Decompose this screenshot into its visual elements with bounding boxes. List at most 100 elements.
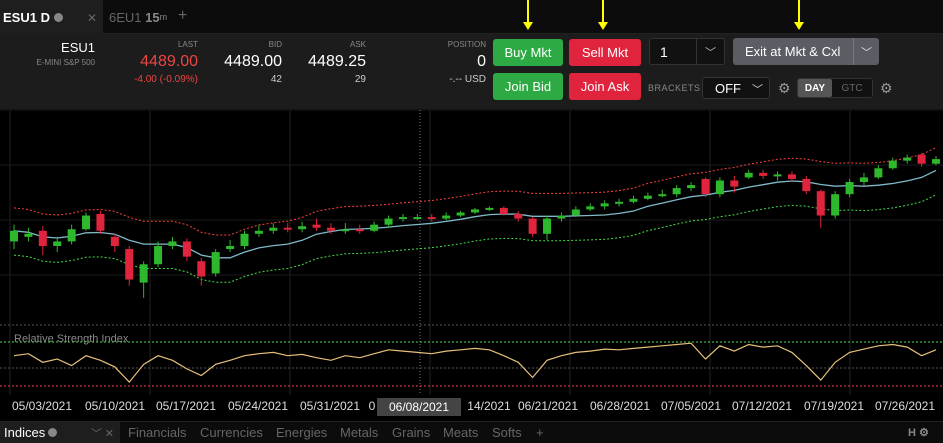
bottom-tab-bar: Indices ﹀ ✕ Financials Currencies Energi… bbox=[0, 421, 943, 443]
date-tick-label: 05/03/2021 bbox=[12, 399, 72, 413]
status-dot-icon bbox=[53, 12, 63, 22]
candle-body bbox=[53, 241, 62, 246]
exit-label: Exit at Mkt & Cxl bbox=[745, 44, 841, 59]
tab-grains[interactable]: Grains bbox=[392, 425, 431, 440]
tab-interval-unit: m bbox=[159, 12, 168, 22]
brackets-value: OFF bbox=[715, 80, 741, 96]
candle-body bbox=[903, 157, 912, 161]
candle-body bbox=[715, 180, 724, 195]
symbol-name: ESU1 bbox=[61, 40, 95, 55]
candle-body bbox=[326, 227, 335, 231]
candle-body bbox=[629, 198, 638, 202]
rsi-line bbox=[13, 342, 937, 384]
join-ask-button[interactable]: Join Ask bbox=[569, 73, 641, 100]
price-chart[interactable]: 05/03/2021 05/10/2021 05/17/2021 05/24/2021… bbox=[0, 110, 943, 420]
crosshair-date-label: 06/08/2021 bbox=[389, 400, 449, 414]
annotation-arrow-icon bbox=[598, 0, 608, 30]
candle-body bbox=[471, 209, 479, 213]
candle-body bbox=[226, 246, 235, 250]
position-value: 0 bbox=[477, 53, 486, 70]
annotation-arrow-icon bbox=[523, 0, 533, 30]
exit-at-mkt-button[interactable]: Exit at Mkt & Cxl ﹀ bbox=[733, 38, 879, 65]
candle-body bbox=[932, 159, 940, 164]
candle-body bbox=[283, 227, 292, 230]
add-tab-icon[interactable]: + bbox=[178, 7, 188, 24]
date-tick-label: 0 bbox=[369, 399, 376, 413]
join-bid-button[interactable]: Join Bid bbox=[493, 73, 563, 100]
candle-body bbox=[125, 249, 134, 280]
position-pnl: -.-- USD bbox=[449, 74, 486, 85]
candle-body bbox=[139, 264, 148, 283]
tab-6eu1[interactable]: 6EU1 15 m bbox=[103, 0, 173, 34]
buy-mkt-button[interactable]: Buy Mkt bbox=[493, 39, 563, 66]
date-tick-label: 07/19/2021 bbox=[804, 399, 864, 413]
sell-mkt-button[interactable]: Sell Mkt bbox=[569, 39, 641, 66]
candle-body bbox=[96, 214, 105, 231]
tab-esu1[interactable]: ESU1 D ✕ bbox=[0, 0, 103, 34]
rsi-label: Relative Strength Index bbox=[14, 333, 129, 345]
candle-body bbox=[82, 215, 91, 230]
candle-body bbox=[298, 226, 307, 230]
candle-body bbox=[831, 194, 840, 216]
symbol-info: ESU1 E-MINI S&P 500 bbox=[0, 40, 95, 67]
candle-body bbox=[557, 215, 566, 219]
ask-size: 29 bbox=[354, 74, 366, 85]
quantity-select[interactable]: 1 ﹀ bbox=[649, 38, 725, 65]
chevron-down-icon[interactable]: ﹀ bbox=[853, 38, 879, 65]
candle-body bbox=[730, 180, 739, 187]
candle-body bbox=[240, 233, 249, 246]
candle-body bbox=[701, 178, 710, 195]
tab-meats[interactable]: Meats bbox=[443, 425, 479, 440]
candle-body bbox=[586, 206, 595, 210]
chevron-down-icon[interactable]: ﹀ ✕ bbox=[90, 428, 114, 440]
time-in-force-toggle[interactable]: DAY GTC bbox=[797, 78, 873, 98]
candle-body bbox=[528, 218, 537, 234]
chevron-down-icon: ﹀ bbox=[752, 84, 763, 96]
tab-energies[interactable]: Energies bbox=[276, 425, 328, 440]
tif-day[interactable]: DAY bbox=[798, 79, 832, 97]
add-tab-icon[interactable]: + bbox=[536, 425, 544, 440]
date-tick-label: 07/26/2021 bbox=[875, 399, 935, 413]
help-icon[interactable]: H ⚙ bbox=[908, 427, 929, 439]
tab-indices[interactable]: Indices ﹀ ✕ bbox=[0, 422, 120, 443]
gear-icon[interactable]: ⚙ bbox=[778, 80, 791, 96]
date-tick-label: 07/12/2021 bbox=[732, 399, 792, 413]
candle-body bbox=[615, 201, 624, 204]
upper-band-line bbox=[13, 147, 937, 236]
candle-body bbox=[658, 194, 667, 197]
bid-quote: BID 4489.00 42 bbox=[210, 40, 282, 85]
candle-body bbox=[859, 177, 868, 182]
candle-body bbox=[744, 172, 753, 178]
annotation-arrow-icon bbox=[794, 0, 804, 30]
candle-body bbox=[413, 217, 422, 220]
candle-body bbox=[384, 218, 393, 225]
brackets-select[interactable]: OFF ﹀ bbox=[702, 77, 770, 99]
candle-body bbox=[499, 207, 508, 214]
last-quote: LAST 4489.00 -4.00 (-0.09%) bbox=[120, 40, 198, 85]
chevron-down-icon[interactable]: ﹀ bbox=[696, 39, 724, 64]
candle-body bbox=[182, 241, 191, 257]
lower-band-line bbox=[13, 194, 937, 283]
tab-currencies[interactable]: Currencies bbox=[200, 425, 263, 440]
tif-gtc[interactable]: GTC bbox=[841, 82, 863, 94]
ask-quote: ASK 4489.25 29 bbox=[292, 40, 366, 85]
status-dot-icon bbox=[48, 428, 58, 437]
tab-financials[interactable]: Financials bbox=[128, 425, 187, 440]
candle-body bbox=[687, 185, 696, 189]
quantity-value: 1 bbox=[660, 43, 668, 60]
candle-body bbox=[168, 241, 177, 246]
candle-body bbox=[874, 168, 883, 178]
ask-label: ASK bbox=[349, 40, 366, 49]
tab-label: ESU1 D bbox=[3, 9, 50, 25]
tab-softs[interactable]: Softs bbox=[492, 425, 522, 440]
candle-body bbox=[485, 207, 494, 210]
candle-body bbox=[845, 182, 854, 195]
gear-icon[interactable]: ⚙ bbox=[880, 80, 893, 96]
candle-body bbox=[154, 246, 163, 265]
close-icon[interactable]: ✕ bbox=[86, 11, 97, 25]
moving-average-line bbox=[13, 169, 937, 259]
bid-price: 4489.00 bbox=[224, 53, 282, 70]
brackets-label: BRACKETS bbox=[648, 83, 701, 93]
date-tick-label: 07/05/2021 bbox=[661, 399, 721, 413]
tab-metals[interactable]: Metals bbox=[340, 425, 379, 440]
